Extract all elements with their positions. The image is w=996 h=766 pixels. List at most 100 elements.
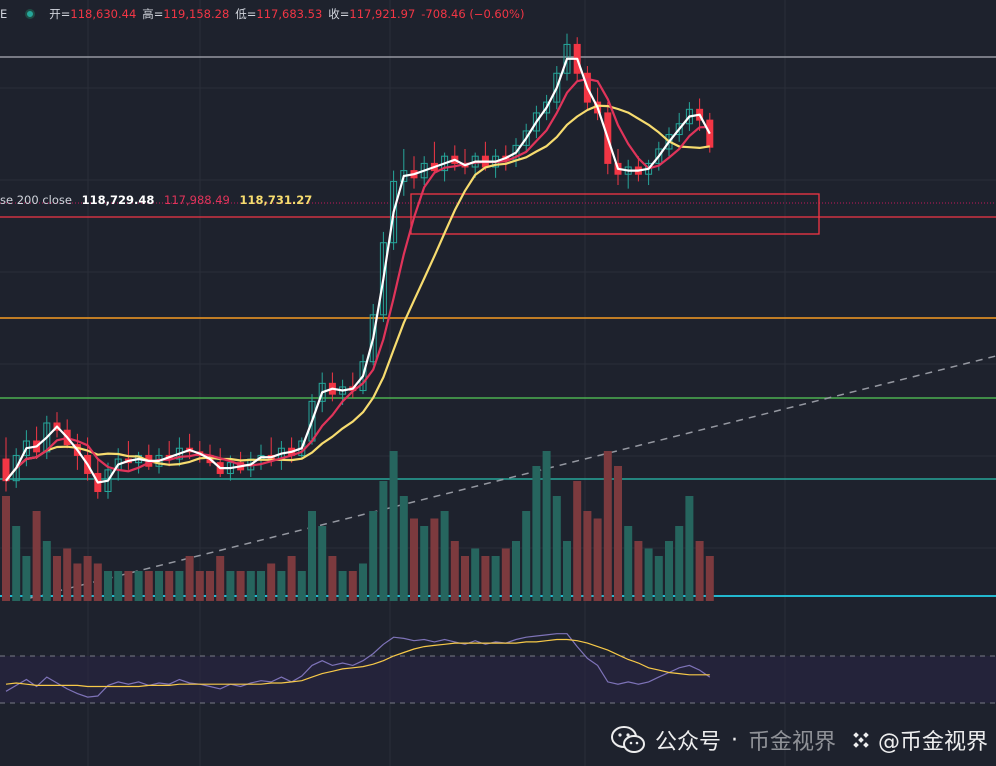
market-status-icon bbox=[25, 9, 36, 19]
volume-bar bbox=[603, 451, 612, 601]
volume-bar bbox=[287, 556, 296, 601]
volume-bar bbox=[114, 571, 123, 601]
volume-bar bbox=[522, 511, 531, 601]
volume-bar bbox=[399, 496, 408, 601]
change-value: -708.46 (−0.60%) bbox=[421, 7, 525, 21]
volume-bar bbox=[175, 571, 184, 601]
volume-bar bbox=[461, 556, 469, 601]
volume-bar bbox=[481, 556, 490, 601]
candle-body bbox=[675, 123, 683, 136]
volume-bar bbox=[32, 511, 41, 601]
ma-fast-line bbox=[5, 57, 711, 484]
volume-bar bbox=[369, 511, 378, 601]
volume-bar bbox=[675, 526, 684, 601]
volume-bar bbox=[104, 571, 112, 601]
ma-slow-value: 118,731.27 bbox=[239, 193, 313, 207]
volume-bar bbox=[53, 556, 61, 601]
volume-bar bbox=[624, 526, 633, 601]
volume-bar bbox=[257, 571, 265, 601]
volume-bar bbox=[573, 481, 582, 601]
volume-bar bbox=[83, 556, 92, 601]
rsi-band bbox=[0, 656, 996, 703]
candle-body bbox=[379, 242, 387, 316]
candle-body bbox=[43, 422, 51, 453]
volume-bar bbox=[12, 526, 21, 601]
low-label: 低= bbox=[235, 7, 257, 21]
volume-bar bbox=[563, 541, 571, 601]
volume-bar bbox=[267, 563, 276, 601]
volume-bar bbox=[379, 481, 388, 601]
ma-fast-value: 118,729.48 bbox=[81, 193, 155, 207]
volume-bar bbox=[410, 518, 418, 601]
volume-bar bbox=[705, 556, 714, 601]
volume-bar bbox=[328, 556, 337, 601]
volume-bar bbox=[185, 556, 194, 601]
volume-bar bbox=[93, 563, 102, 601]
rsi-line bbox=[5, 633, 711, 698]
volume-bar bbox=[2, 496, 10, 601]
watermark-channel: 公众号 bbox=[654, 730, 721, 755]
volume-bar bbox=[308, 511, 316, 601]
volume-bar bbox=[359, 563, 367, 601]
volume-bar bbox=[491, 556, 500, 601]
wechat-icon bbox=[610, 726, 645, 753]
volume-bar bbox=[338, 571, 347, 601]
volume-bar bbox=[236, 571, 245, 601]
volume-bar bbox=[22, 556, 31, 601]
watermark: 公众号 · 币金视界 @币金视界 bbox=[610, 724, 988, 756]
volume-bar bbox=[348, 571, 357, 601]
volume-bar bbox=[216, 556, 225, 601]
volume-bar bbox=[634, 541, 643, 601]
volume-bar bbox=[297, 571, 306, 601]
watermark-handle: @币金视界 bbox=[877, 730, 988, 755]
ma-mid-line bbox=[5, 77, 710, 482]
volume-bar bbox=[246, 571, 255, 601]
volume-bar bbox=[195, 571, 204, 601]
volume-bar bbox=[73, 563, 82, 601]
ma-legend: se 200 close 118,729.48 117,988.49 118,7… bbox=[0, 193, 312, 207]
volume-bar bbox=[512, 541, 520, 601]
volume-bar bbox=[501, 548, 510, 601]
volume-bar bbox=[450, 541, 459, 601]
open-value: 118,630.44 bbox=[70, 7, 137, 21]
watermark-separator: · bbox=[730, 727, 738, 753]
candle-body bbox=[522, 130, 530, 146]
symbol-label[interactable]: E bbox=[0, 7, 8, 21]
watermark-name: 币金视界 bbox=[747, 730, 836, 755]
volume-bar bbox=[134, 571, 143, 601]
candle-body bbox=[532, 112, 540, 132]
watermark-handle-group: @币金视界 bbox=[850, 724, 988, 756]
ma-mid-value: 117,988.49 bbox=[164, 193, 230, 207]
volume-bar bbox=[471, 548, 480, 601]
volume-bar bbox=[389, 451, 398, 601]
volume-bar bbox=[542, 451, 551, 601]
volume-bar bbox=[124, 571, 133, 601]
candle-body bbox=[543, 101, 551, 114]
volume-bar bbox=[63, 548, 72, 601]
high-value: 119,158.28 bbox=[163, 7, 230, 21]
candle-body bbox=[359, 361, 367, 392]
ma-slow-line bbox=[5, 104, 710, 482]
trendline-dashed bbox=[29, 355, 996, 599]
candle-body bbox=[553, 72, 561, 103]
volume-bar bbox=[206, 571, 214, 601]
candle-body bbox=[655, 148, 663, 164]
candle-body bbox=[390, 180, 398, 244]
ma-legend-name[interactable]: se 200 close bbox=[0, 193, 72, 207]
volume-bar bbox=[165, 571, 174, 601]
volume-bar bbox=[695, 541, 704, 601]
open-label: 开= bbox=[49, 7, 71, 21]
low-value: 117,683.53 bbox=[256, 7, 323, 21]
volume-bar bbox=[593, 518, 602, 601]
volume-bar bbox=[440, 511, 449, 601]
volume-bar bbox=[665, 541, 673, 601]
volume-bar bbox=[552, 496, 561, 601]
close-value: 117,921.97 bbox=[349, 7, 416, 21]
volume-bar bbox=[318, 526, 327, 601]
volume-bar bbox=[583, 511, 592, 601]
volume-bar bbox=[644, 548, 653, 601]
volume-bar bbox=[654, 556, 663, 601]
binance-icon bbox=[853, 732, 869, 748]
close-label: 收= bbox=[328, 7, 350, 21]
